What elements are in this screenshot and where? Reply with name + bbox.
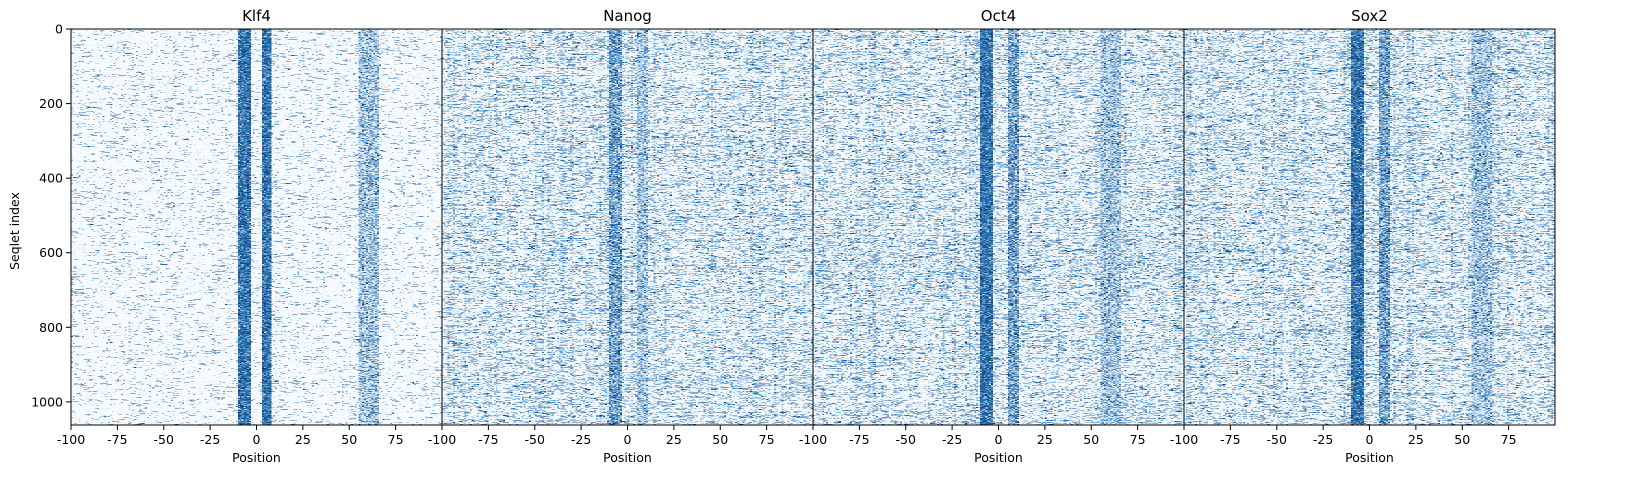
x-tick-label: -50	[525, 432, 545, 447]
x-tick-label: 75	[388, 432, 404, 447]
heatmap-panels: Klf4 -100 -75 -50 -25 0 25 50 75 Position Nanog -10…	[57, 7, 1556, 465]
x-axis-label: Position	[603, 450, 652, 465]
x-tick-label: -100	[57, 432, 85, 447]
x-tick-label: -100	[1170, 432, 1198, 447]
x-tick-label: -50	[896, 432, 916, 447]
x-tick-label: -75	[107, 432, 127, 447]
x-tick-label: 50	[341, 432, 357, 447]
y-axis-label: Seqlet index	[7, 192, 22, 270]
x-tick-label: -75	[849, 432, 869, 447]
heatmap-panel-nanog: Nanog -100 -75 -50 -25 0 25 50 75 Position	[428, 7, 814, 465]
x-tick-label: 50	[1454, 432, 1470, 447]
heatmap-panel-sox2: Sox2 -100 -75 -50 -25 0 25 50 75 Position	[1170, 7, 1556, 465]
x-tick-label: -25	[571, 432, 591, 447]
y-tick-label: 1000	[31, 394, 63, 409]
x-tick-label: 50	[712, 432, 728, 447]
x-tick-label: -100	[799, 432, 827, 447]
heatmap-panel-oct4: Oct4 -100 -75 -50 -25 0 25 50 75 Position	[799, 7, 1185, 465]
x-tick-label: 75	[1130, 432, 1146, 447]
x-axis-label: Position	[1345, 450, 1394, 465]
x-tick-label: 75	[1501, 432, 1517, 447]
x-tick-label: -75	[1220, 432, 1240, 447]
x-tick-label: 0	[1366, 432, 1374, 447]
x-tick-label: 50	[1083, 432, 1099, 447]
y-tick-label: 800	[39, 320, 63, 335]
x-tick-label: -25	[1313, 432, 1333, 447]
heatmap-cells	[442, 29, 813, 425]
x-axis-label: Position	[232, 450, 281, 465]
x-tick-label: -75	[478, 432, 498, 447]
x-tick-label: 25	[1408, 432, 1424, 447]
x-tick-label: 25	[1037, 432, 1053, 447]
y-tick-label: 200	[39, 96, 63, 111]
y-tick-label: 400	[39, 171, 63, 186]
x-tick-label: 25	[666, 432, 682, 447]
x-tick-label: 0	[995, 432, 1003, 447]
panel-title: Klf4	[242, 7, 271, 25]
y-tick-label: 0	[55, 22, 63, 37]
x-tick-label: -50	[1267, 432, 1287, 447]
x-tick-label: 75	[759, 432, 775, 447]
heatmap-cells	[1184, 29, 1555, 425]
x-tick-label: -100	[428, 432, 456, 447]
x-axis-label: Position	[974, 450, 1023, 465]
x-tick-label: -25	[200, 432, 220, 447]
heatmap-cells	[813, 29, 1184, 425]
heatmap-panel-klf4: Klf4 -100 -75 -50 -25 0 25 50 75 Position	[57, 7, 443, 465]
x-tick-label: -50	[154, 432, 174, 447]
x-tick-label: -25	[942, 432, 962, 447]
heatmap-cells	[71, 29, 442, 425]
y-axis: 0 200 400 600 800 1000	[31, 22, 71, 409]
panel-title: Nanog	[603, 7, 652, 25]
x-tick-label: 0	[624, 432, 632, 447]
x-tick-label: 25	[295, 432, 311, 447]
panel-title: Oct4	[981, 7, 1016, 25]
y-tick-label: 600	[39, 245, 63, 260]
x-tick-label: 0	[253, 432, 261, 447]
panel-title: Sox2	[1351, 7, 1388, 25]
